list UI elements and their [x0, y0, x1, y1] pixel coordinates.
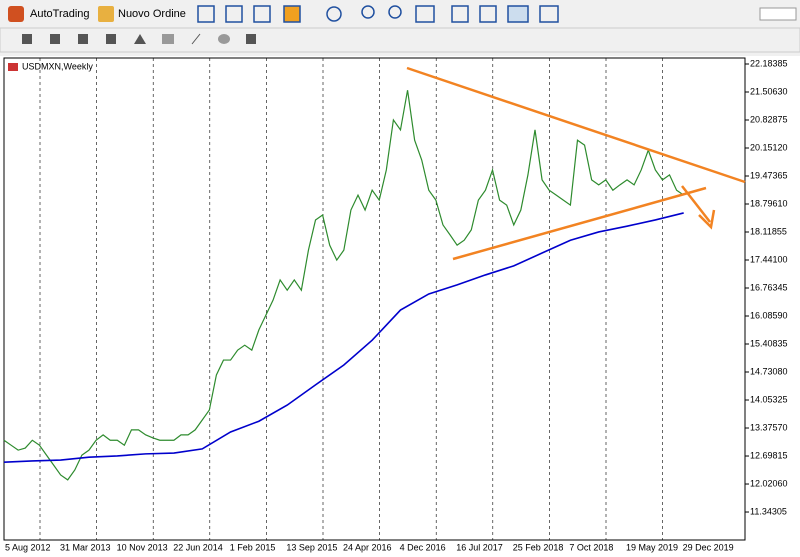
x-tick-label: 22 Jun 2014	[173, 542, 223, 552]
arrow	[681, 185, 716, 230]
properties-button[interactable]	[539, 5, 559, 23]
x-tick-label: 7 Oct 2018	[569, 542, 613, 552]
zoom-in-button[interactable]	[361, 5, 375, 19]
moving-average	[3, 212, 684, 463]
x-tick-label: 13 Sep 2015	[286, 542, 337, 552]
template-button[interactable]	[283, 5, 301, 23]
support-line	[452, 186, 707, 261]
y-tick-label: 12.02060	[750, 478, 788, 488]
chart-title: USDMXN,Weekly	[22, 61, 93, 71]
tool[interactable]	[50, 34, 60, 44]
tool[interactable]	[162, 34, 174, 44]
y-tick-label: 14.73080	[750, 366, 788, 376]
tool[interactable]	[218, 34, 230, 44]
plot	[3, 58, 685, 540]
tool[interactable]	[106, 34, 116, 44]
x-tick-label: 4 Dec 2016	[400, 542, 446, 552]
x-tick-label: 19 May 2019	[626, 542, 678, 552]
scroll-button[interactable]	[451, 5, 469, 23]
y-tick-label: 17.44100	[750, 254, 788, 264]
y-tick-label: 11.34305	[750, 506, 787, 516]
y-tick-label: 22.18385	[750, 58, 788, 68]
bar-chart-button[interactable]	[197, 5, 215, 23]
x-tick-label: 31 Mar 2013	[60, 542, 111, 552]
tool[interactable]	[22, 34, 32, 44]
autotrading-icon[interactable]	[8, 6, 24, 22]
y-tick-label: 18.11855	[750, 226, 787, 236]
y-tick-label: 18.79610	[750, 198, 788, 208]
y-tick-label: 15.40835	[750, 338, 788, 348]
y-tick-label: 16.76345	[750, 282, 788, 292]
y-tick-label: 14.05325	[750, 394, 788, 404]
tool[interactable]	[134, 34, 146, 44]
drawing-toolbar	[0, 27, 800, 53]
x-tick-label: 5 Aug 2012	[5, 542, 51, 552]
tile-button[interactable]	[415, 5, 435, 23]
autotrading-button[interactable]: AutoTrading	[30, 8, 90, 20]
price-line	[3, 90, 685, 481]
resistance-line	[406, 66, 746, 184]
candle-chart-button[interactable]	[225, 5, 243, 23]
y-tick-label: 12.69815	[750, 450, 788, 460]
y-tick-label: 16.08590	[750, 310, 788, 320]
y-tick-label: 20.82875	[750, 114, 788, 124]
y-tick-label: 13.37570	[750, 422, 788, 432]
new-order-icon[interactable]	[98, 6, 114, 22]
search-box[interactable]	[759, 7, 797, 21]
zoom-out-button[interactable]	[388, 5, 402, 19]
x-tick-label: 29 Dec 2019	[683, 542, 734, 552]
line-chart-button[interactable]	[253, 5, 271, 23]
x-tick-label: 1 Feb 2015	[230, 542, 276, 552]
y-tick-label: 19.47365	[750, 170, 788, 180]
trend-lines	[406, 66, 746, 261]
x-tick-label: 10 Nov 2013	[117, 542, 168, 552]
x-tick-label: 16 Jul 2017	[456, 542, 503, 552]
x-tick-label: 25 Feb 2018	[513, 542, 564, 552]
y-tick-label: 20.15120	[750, 142, 788, 152]
drawing-tools	[22, 33, 256, 45]
crosshair-button[interactable]	[507, 5, 529, 23]
period-button[interactable]	[326, 6, 342, 22]
y-tick-label: 21.50630	[750, 86, 788, 96]
new-order-button[interactable]: Nuovo Ordine	[118, 8, 186, 20]
tool[interactable]	[246, 34, 256, 44]
shift-button[interactable]	[479, 5, 497, 23]
plot-area	[3, 57, 746, 541]
tool[interactable]	[78, 34, 88, 44]
x-tick-label: 24 Apr 2016	[343, 542, 392, 552]
tool[interactable]	[191, 33, 201, 45]
toolbar-icons	[197, 5, 559, 23]
chart-icon	[8, 63, 18, 71]
